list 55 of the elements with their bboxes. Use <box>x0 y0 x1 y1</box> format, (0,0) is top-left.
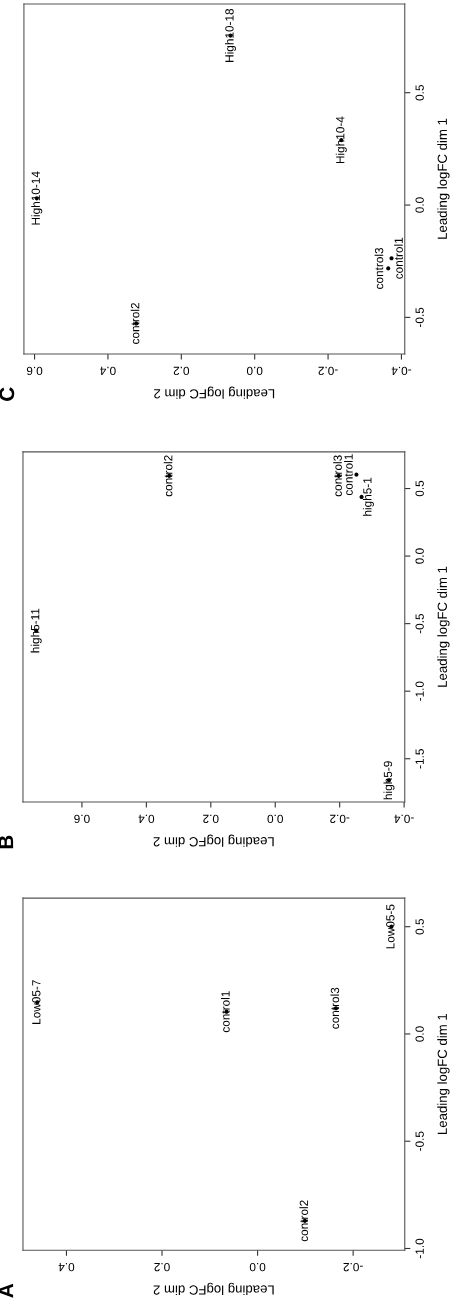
y-tick-label: -0.5 <box>415 307 424 328</box>
y-axis-title: Leading logFC dim 1 <box>437 566 450 687</box>
x-tick-label: 0.0 <box>246 366 263 376</box>
data-label: control2 <box>163 455 173 497</box>
y-tick-label: -0.5 <box>415 1131 424 1151</box>
y-axis-title: Leading logFC dim 1 <box>437 1013 450 1134</box>
x-axis-title: Leading logFC dim 2 <box>153 1282 274 1296</box>
point <box>389 256 394 261</box>
x-tick-label: -0.2 <box>343 1262 363 1272</box>
data-label: high5-11 <box>30 608 42 653</box>
y-tick-label: 0.5 <box>415 84 424 101</box>
x-tick-label: 0.4 <box>138 814 155 824</box>
x-axis-title: Leading logFC dim 2 <box>154 386 275 399</box>
data-label: High10-18 <box>224 8 236 62</box>
data-label: control2 <box>130 303 140 344</box>
x-tick-label: -0.2 <box>330 814 350 824</box>
data-label: control3 <box>330 987 340 1029</box>
x-tick-label: 0.2 <box>154 1262 170 1272</box>
data-label: high5-9 <box>383 761 395 800</box>
point <box>386 266 391 271</box>
data-label: control3 <box>333 455 342 497</box>
y-tick-label: -1.5 <box>415 749 424 769</box>
x-tick-label: 0.6 <box>74 814 90 824</box>
data-label: control1 <box>221 991 230 1033</box>
data-label: High10-4 <box>335 116 347 164</box>
x-tick-label: 0.2 <box>173 366 190 376</box>
data-label: control3 <box>374 247 384 289</box>
x-tick-label: 0.6 <box>26 366 43 376</box>
x-tick-label: -0.4 <box>394 814 414 824</box>
data-label: High10-14 <box>31 171 43 225</box>
y-axis-title: Leading logFC dim 1 <box>437 118 450 239</box>
data-label: control1 <box>394 237 403 279</box>
x-tick-label: 0.4 <box>58 1262 75 1272</box>
y-tick-label: 0.0 <box>415 197 424 213</box>
data-label: high5-1 <box>362 477 374 516</box>
x-tick-label: 0.0 <box>267 814 283 824</box>
y-tick-label: -1.0 <box>415 681 424 701</box>
data-label: control1 <box>344 454 353 496</box>
y-tick-label: 0.5 <box>415 480 424 497</box>
y-tick-label: -1.0 <box>415 1238 424 1259</box>
data-label: Low05-5 <box>386 904 395 949</box>
x-tick-label: 0.2 <box>203 814 219 824</box>
x-tick-label: 0.4 <box>100 366 116 376</box>
y-tick-label: 0.0 <box>415 548 424 564</box>
y-tick-label: 0.0 <box>415 1026 424 1042</box>
y-tick-label: -0.5 <box>415 613 424 634</box>
x-tick-label: -0.2 <box>318 366 338 376</box>
text: C <box>0 387 15 401</box>
data-label: Low05-7 <box>32 980 41 1024</box>
x-tick-label: -0.4 <box>391 366 412 376</box>
data-label: control2 <box>299 1200 309 1242</box>
x-tick-label: 0.0 <box>249 1262 266 1272</box>
y-tick-label: 0.5 <box>415 918 424 935</box>
x-axis-title: Leading logFC dim 2 <box>153 834 274 847</box>
point <box>354 472 359 477</box>
